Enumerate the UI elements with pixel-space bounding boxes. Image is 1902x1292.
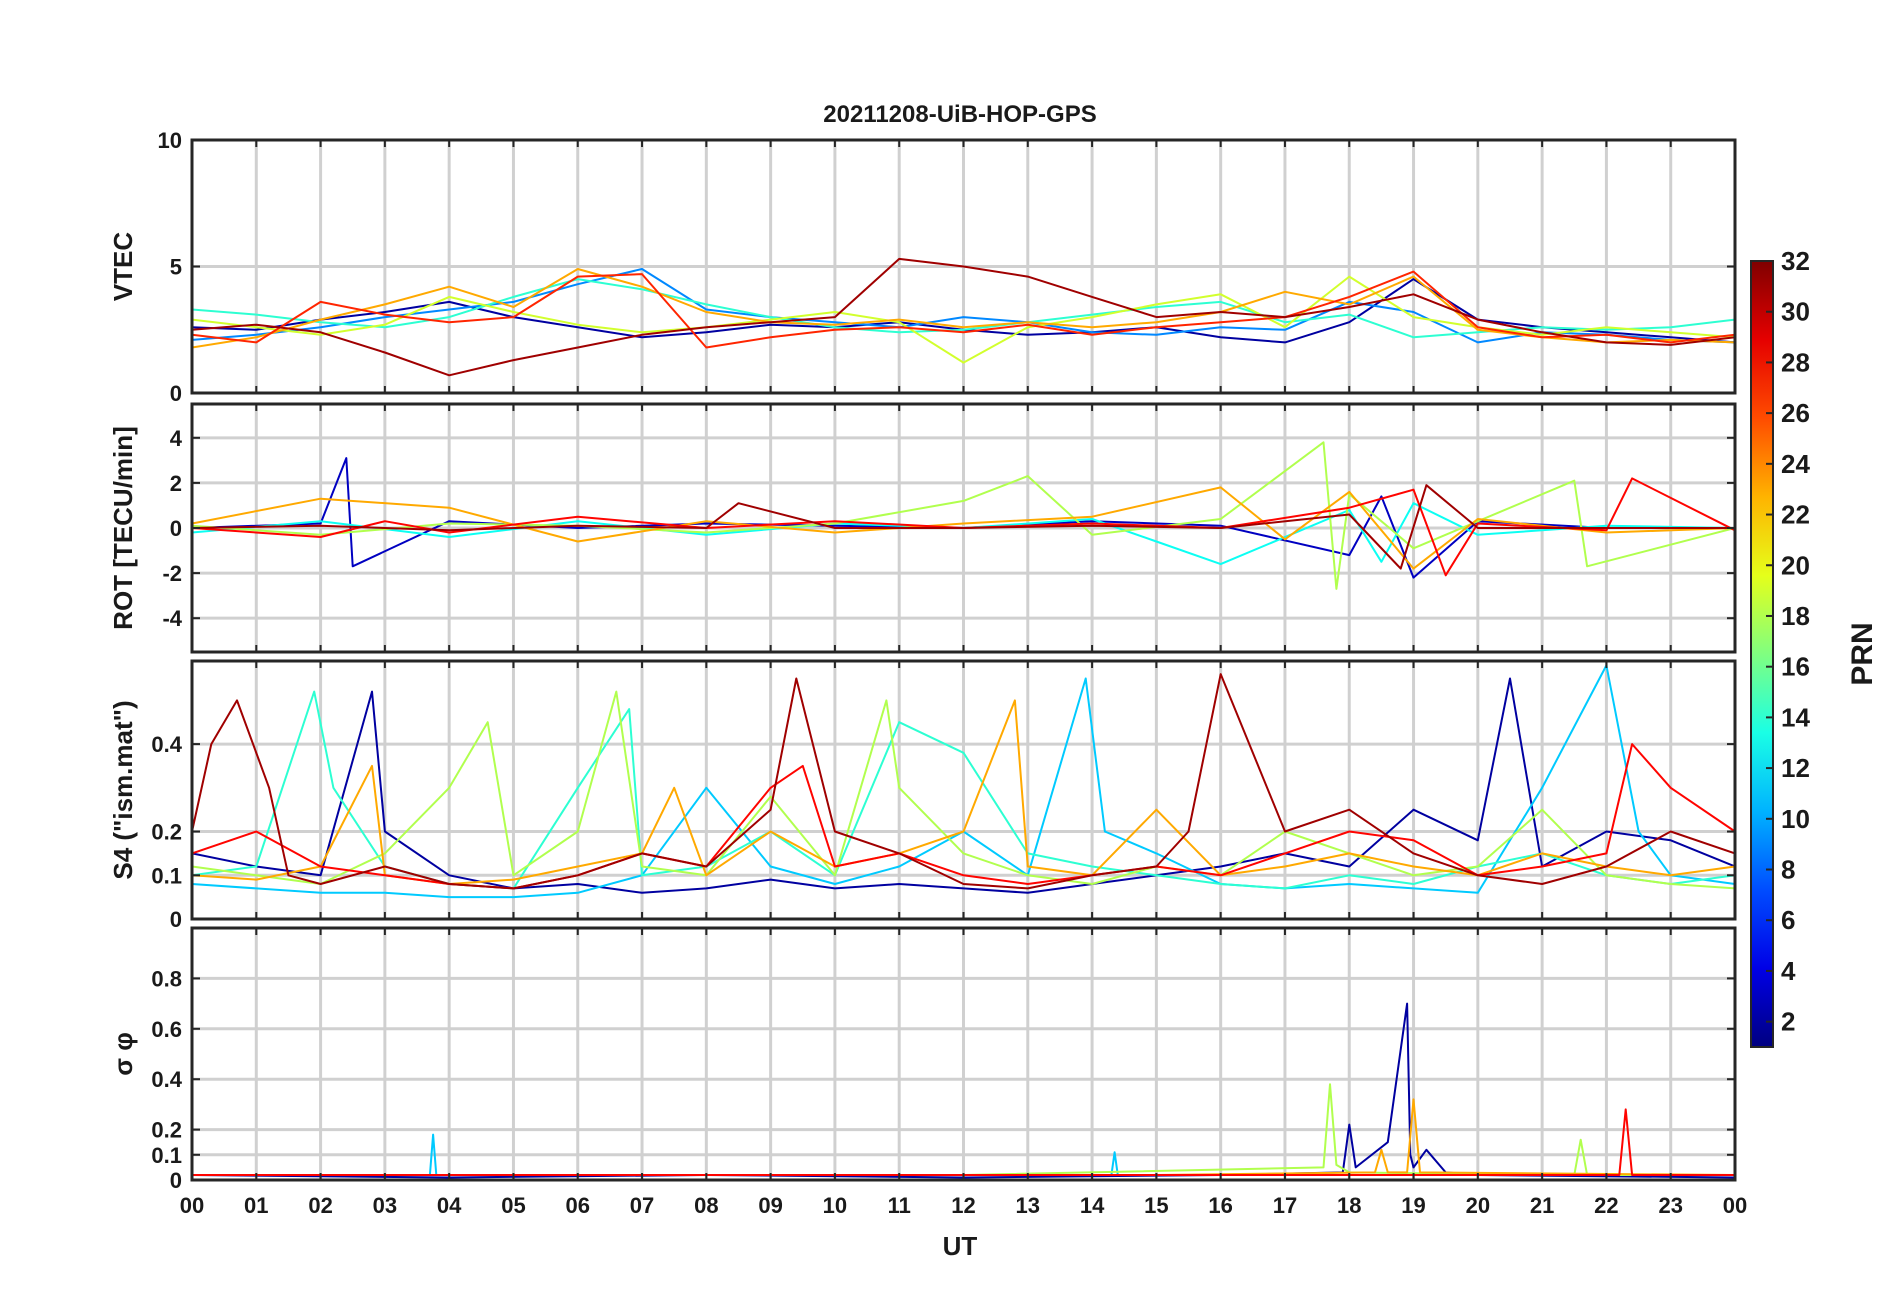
s4-series-prn-31 (192, 673, 1735, 890)
s4-y-axis-label: S4 ("ism.mat") (108, 700, 138, 879)
rot-y-axis-label: ROT [TECU/min] (108, 426, 138, 630)
colorbar-tick-label: 32 (1781, 246, 1810, 276)
rot-y-tick-label: 2 (170, 471, 182, 496)
rot-series-prn-23 (192, 486, 1735, 570)
s4-traces (192, 664, 1735, 899)
s4-y-tick-label: 0.1 (151, 863, 182, 888)
colorbar-tick-label: 22 (1781, 500, 1810, 530)
rot-y-tick-label: 4 (170, 426, 183, 451)
sigma_phi-y-tick-label: 0.6 (151, 1017, 182, 1042)
vtec-y-tick-label: 5 (170, 255, 182, 280)
colorbar-tick-label: 14 (1781, 702, 1810, 732)
x-tick-label: 09 (758, 1193, 782, 1218)
vtec-series-prn-31 (192, 257, 1735, 377)
vtec-series-prn-27 (192, 270, 1735, 349)
s4-y-tick-label: 0 (170, 907, 182, 932)
s4-y-tick-label: 0.2 (151, 820, 182, 845)
colorbar-tick-label: 24 (1781, 449, 1810, 479)
x-tick-label: 13 (1016, 1193, 1040, 1218)
rot-y-tick-label: -4 (162, 606, 182, 631)
x-tick-label: 07 (630, 1193, 654, 1218)
vtec-series-prn-9 (192, 268, 1735, 344)
x-tick-label: 14 (1080, 1193, 1105, 1218)
x-tick-label: 19 (1401, 1193, 1425, 1218)
rot-y-tick-label: -2 (162, 561, 182, 586)
x-axis-label: UT (943, 1231, 978, 1261)
colorbar-tick-label: 16 (1781, 652, 1810, 682)
panel-vtec: 0 5 10 VTEC (108, 128, 1737, 406)
sigma_phi-y-tick-label: 0.2 (151, 1118, 182, 1143)
rot-series-prn-18 (192, 441, 1735, 590)
x-tick-label: 12 (951, 1193, 975, 1218)
x-tick-label: 08 (694, 1193, 718, 1218)
x-tick-label: 11 (888, 1193, 911, 1218)
colorbar-tick-label: 26 (1781, 398, 1810, 428)
x-tick-label: 20 (1466, 1193, 1490, 1218)
x-tick-label: 10 (823, 1193, 847, 1218)
x-tick-label: 02 (308, 1193, 332, 1218)
x-tick-label: 03 (373, 1193, 397, 1218)
panel-sigma_phi: 00.10.2 0.4 0.6 0.8 σ φ (108, 926, 1737, 1193)
vtec-y-axis-label: VTEC (108, 232, 138, 302)
vtec-series-prn-14 (192, 278, 1735, 339)
colorbar-tick-label: 18 (1781, 601, 1810, 631)
colorbar-tick-label: 4 (1781, 956, 1796, 986)
rot-traces (192, 441, 1735, 590)
colorbar-label: PRN (1846, 622, 1879, 685)
x-tick-label: 21 (1530, 1193, 1554, 1218)
vtec-traces (192, 257, 1735, 377)
colorbar-tick-label: 30 (1781, 297, 1810, 327)
x-tick-label: 15 (1144, 1193, 1168, 1218)
x-tick-label: 00 (180, 1193, 204, 1218)
colorbar-tick-label: 28 (1781, 347, 1810, 377)
x-axis: 00 01 02 03 04 05 06 07 08 09 10 11 12 13 14 15 16 17 18 19… (180, 1193, 1747, 1218)
x-tick-label: 23 (1658, 1193, 1682, 1218)
panel-s4: 0 0.1 0.2 0.4 S4 ("ism.mat") (108, 659, 1737, 932)
colorbar-tick-label: 2 (1781, 1007, 1795, 1037)
x-tick-label: 06 (566, 1193, 590, 1218)
vtec-series-prn-23 (192, 268, 1735, 349)
x-tick-label: 22 (1594, 1193, 1618, 1218)
sigma_phi-y-tick-label: 0 (170, 1168, 182, 1193)
x-tick-label: 01 (244, 1193, 268, 1218)
vtec-y-tick-label: 10 (158, 128, 182, 153)
sigma_phi-y-tick-label: 0.1 (151, 1143, 182, 1168)
rot-y-tick-label: 0 (170, 516, 182, 541)
chart-title: 20211208-UiB-HOP-GPS (823, 101, 1096, 128)
colorbar-tick-label: 8 (1781, 855, 1795, 885)
colorbar-tick-label: 10 (1781, 804, 1810, 834)
x-tick-label: 05 (501, 1193, 525, 1218)
colorbar-gradient (1750, 260, 1774, 1048)
x-tick-label: 00 (1723, 1193, 1747, 1218)
x-tick-label: 16 (1208, 1193, 1232, 1218)
vtec-y-tick-label: 0 (170, 381, 182, 406)
panel-rot: -4 -2 0 2 4 ROT [TECU/min] (108, 402, 1737, 654)
rot-series-prn-31 (192, 484, 1735, 570)
x-tick-label: 18 (1337, 1193, 1361, 1218)
s4-series-prn-2 (192, 677, 1735, 894)
s4-y-tick-label: 0.4 (151, 732, 182, 757)
sigma_phi-y-axis-label: σ φ (108, 1032, 138, 1076)
colorbar-tick-label: 12 (1781, 753, 1810, 783)
colorbar-tick-label: 6 (1781, 905, 1795, 935)
sigma_phi-y-tick-label: 0.8 (151, 966, 182, 991)
x-tick-label: 17 (1273, 1193, 1297, 1218)
x-tick-label: 04 (437, 1193, 462, 1218)
colorbar-tick-label: 20 (1781, 550, 1810, 580)
sigma_phi-y-tick-label: 0.4 (151, 1067, 182, 1092)
